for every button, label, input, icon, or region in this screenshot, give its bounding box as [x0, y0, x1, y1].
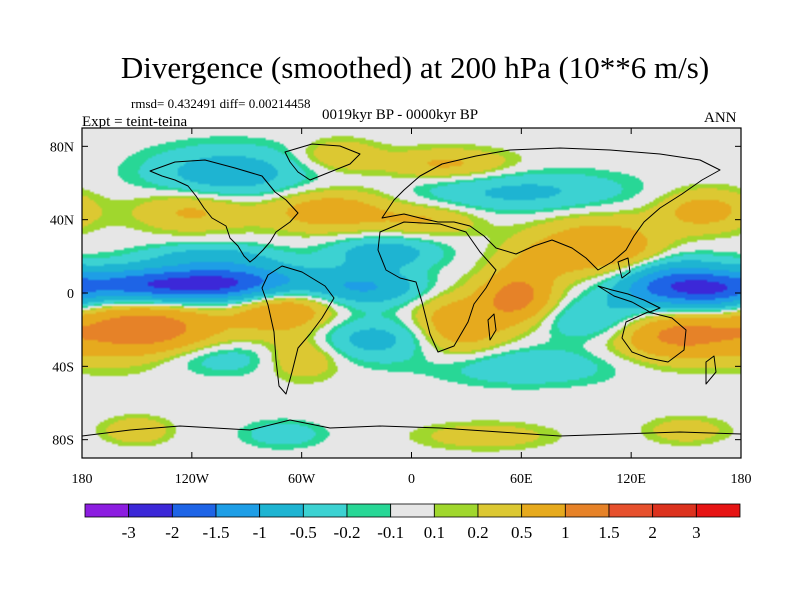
coastline-north-america [149, 159, 299, 263]
colorbar-swatch [564, 503, 610, 518]
divergence-field [82, 128, 741, 458]
season-label: ANN [704, 110, 737, 126]
x-tick-label: 60W [288, 472, 316, 487]
x-tick-label: 180 [731, 472, 752, 487]
colorbar-swatch [477, 503, 523, 518]
coastline-south-america [261, 265, 335, 395]
colorbar-swatch [171, 503, 217, 518]
colorbar-label: -1.5 [203, 523, 230, 542]
colorbar-label: -0.1 [377, 523, 404, 542]
chart-title: Divergence (smoothed) at 200 hPa (10**6 … [120, 50, 710, 85]
colorbar-label: -3 [122, 523, 136, 542]
colorbar-label: -0.5 [290, 523, 317, 542]
colorbar-swatch [259, 503, 304, 518]
coastline-australia [621, 311, 687, 363]
x-tick-label: 120W [175, 472, 210, 487]
time-period-label: 0019kyr BP - 0000kyr BP [322, 107, 479, 123]
colorbar-swatch [390, 503, 435, 518]
colorbar-swatch [128, 503, 173, 518]
x-tick-label: 60E [510, 472, 533, 487]
colorbar-label: 1.5 [598, 523, 619, 542]
experiment-label: Expt = teint-teina [82, 114, 188, 130]
coastline-madagascar [487, 313, 497, 341]
coastline-southeast-asia [597, 257, 661, 313]
colorbar-label: 1 [561, 523, 570, 542]
rmsd-diff-stats: rmsd= 0.432491 diff= 0.00214458 [131, 96, 311, 111]
y-tick-label: 40S [52, 360, 74, 375]
colorbar-swatch [433, 503, 479, 518]
colorbar-label: 0.1 [424, 523, 445, 542]
colorbar-label: 0.5 [511, 523, 532, 542]
x-tick-label: 180 [72, 472, 93, 487]
colorbar-label: 2 [648, 523, 657, 542]
colorbar-swatch [652, 503, 697, 518]
colorbar-swatch [302, 503, 348, 518]
coastline-africa [377, 221, 497, 353]
colorbar: -3 -2 -1.5 -1 -0.5 -0.2 -0.1 0.1 0.2 0.5 1 1.5 2 3 [84, 503, 741, 542]
x-tick-label: 0 [408, 472, 415, 487]
colorbar-swatch [521, 503, 566, 518]
colorbar-swatch [84, 503, 130, 518]
y-tick-label: 80N [50, 140, 74, 155]
colorbar-swatch [608, 503, 654, 518]
coastline-new-zealand [705, 355, 717, 385]
colorbar-label: -1 [253, 523, 267, 542]
coastline-eurasia [381, 147, 721, 271]
coastlines [82, 143, 741, 437]
y-axis: 80N 40N 0 40S 80S [50, 140, 741, 449]
colorbar-swatch [346, 503, 392, 518]
y-tick-label: 40N [50, 214, 74, 229]
coastline-antarctica [82, 419, 741, 437]
x-axis: 180 120W 60W 0 60E 120E 180 [72, 128, 752, 487]
y-tick-label: 80S [52, 434, 74, 449]
colorbar-label: 3 [692, 523, 701, 542]
colorbar-label: -2 [165, 523, 179, 542]
coastline-greenland [284, 143, 361, 181]
x-tick-label: 120E [616, 472, 646, 487]
colorbar-swatch [695, 503, 741, 518]
y-tick-label: 0 [67, 287, 74, 302]
colorbar-label: -0.2 [334, 523, 361, 542]
colorbar-swatch [215, 503, 261, 518]
colorbar-label: 0.2 [467, 523, 488, 542]
